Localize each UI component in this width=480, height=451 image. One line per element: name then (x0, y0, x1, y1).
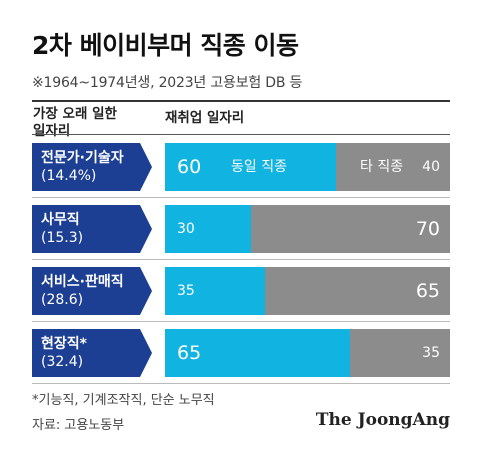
value-label-other: 70 (415, 218, 440, 240)
row-label-share: (14.4%) (41, 168, 97, 184)
column-header-right: 재취업 일자리 (165, 110, 245, 126)
stacked-bar: 60 40 동일 직종 타 직종 (165, 143, 450, 191)
publisher-logo: The JoongAng (315, 410, 450, 430)
row-separator (32, 259, 450, 260)
bar-segment-same (165, 205, 251, 253)
row-label-name: 사무직 (41, 212, 80, 228)
header-rule (32, 100, 450, 102)
stacked-bar: 30 70 (165, 205, 450, 253)
row-separator (32, 197, 450, 198)
row-separator (32, 321, 450, 322)
value-label-same: 60 (177, 156, 202, 178)
row-label-share: (15.3) (41, 230, 84, 246)
column-header-left-line2: 일자리 (33, 123, 71, 139)
column-header-left-line1: 가장 오래 일한 (33, 106, 117, 122)
stacked-bar: 35 65 (165, 267, 450, 315)
row-separator (32, 383, 450, 384)
value-label-other: 35 (422, 345, 440, 361)
bar-segment-same (165, 143, 336, 191)
source-note: 자료: 고용노동부 (32, 418, 125, 433)
row-label-name: 서비스·판매직 (41, 274, 124, 290)
value-label-other: 40 (422, 159, 440, 175)
bar-segment-same (165, 267, 265, 315)
row-label-name: 현장직* (41, 336, 87, 352)
chart-title: 2차 베이비부머 직종 이동 (32, 31, 299, 60)
value-label-same: 35 (177, 283, 195, 299)
stacked-bar: 65 35 (165, 329, 450, 377)
legend-other-label: 타 직종 (360, 159, 404, 175)
value-label-same: 65 (177, 342, 202, 364)
row-label: 사무직 (15.3) (32, 205, 152, 253)
value-label-same: 30 (177, 221, 195, 237)
row-label: 현장직* (32.4) (32, 329, 152, 377)
footnote: *기능직, 기계조작직, 단순 노무직 (32, 393, 215, 408)
row-label: 전문가·기술자 (14.4%) (32, 143, 152, 191)
bar-segment-same (165, 329, 351, 377)
row-label: 서비스·판매직 (28.6) (32, 267, 152, 315)
column-header-left: 가장 오래 일한 일자리 (33, 106, 117, 140)
row-label-share: (32.4) (41, 354, 84, 370)
row-label-name: 전문가·기술자 (41, 150, 124, 166)
row-label-share: (28.6) (41, 292, 84, 308)
value-label-other: 65 (415, 280, 440, 302)
header-rule-bottom (32, 134, 450, 135)
chart-subtitle: ※1964~1974년생, 2023년 고용보험 DB 등 (32, 75, 303, 91)
legend-same-label: 동일 직종 (231, 159, 287, 175)
